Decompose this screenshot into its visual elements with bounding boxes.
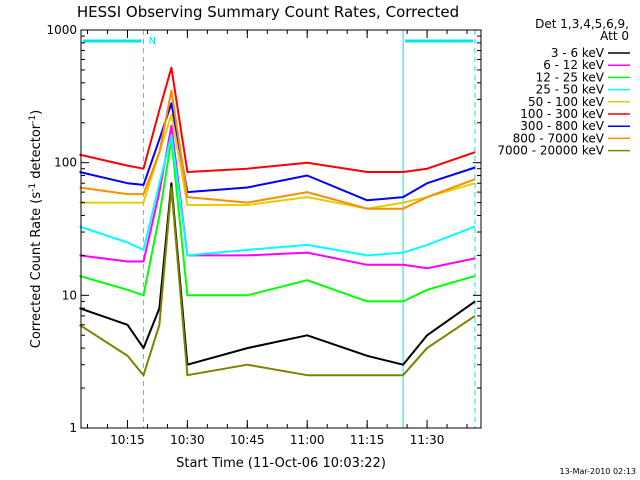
series-line-4 [79,113,476,210]
series-line-5 [79,66,476,173]
legend-label-5: 100 - 300 keV [520,107,604,121]
y-tick-label-1: 10 [62,288,77,302]
date-stamp: 13-Mar-2010 02:13 [560,467,637,476]
legend-label-2: 12 - 25 keV [536,70,605,84]
x-axis-label: Start Time (11-Oct-06 10:03:22) [176,456,386,471]
legend-label-1: 6 - 12 keV [543,58,605,72]
legend-label-4: 50 - 100 keV [528,95,605,109]
x-tick-label-0: 10:15 [110,433,145,447]
x-tick-label-5: 11:30 [410,433,445,447]
legend-label-6: 300 - 800 keV [520,119,604,133]
legend-label-0: 3 - 6 keV [551,46,605,60]
series-line-7 [79,89,476,210]
x-tick-label-3: 11:00 [290,433,325,447]
series-line-1 [79,124,476,270]
x-tick-label-2: 10:45 [230,433,265,447]
annotation-0: N [148,36,155,47]
data-series [78,66,476,377]
axes: 1 10 100 1000 10:15 10:30 10:45 11:00 11:15 11:30 [46,23,481,447]
series-line-6 [79,102,476,202]
x-tick-label-1: 10:30 [170,433,205,447]
series-line-2 [79,138,476,303]
night-markers: N [80,30,476,428]
y-tick-label-2: 100 [54,156,77,170]
series-line-0 [79,182,476,366]
series-line-8 [78,186,476,377]
y-axis-label: Corrected Count Rate (s-1 detector-1) [28,110,44,348]
legend-label-8: 7000 - 20000 keV [497,144,604,158]
legend-label-3: 25 - 50 keV [536,83,605,97]
y-tick-label-3: 1000 [46,23,77,37]
x-tick-label-4: 11:15 [350,433,385,447]
plot-frame [80,29,482,429]
series-line-3 [79,134,476,257]
y-tick-label-0: 1 [69,421,77,435]
legend-label-7: 800 - 7000 keV [513,131,605,145]
legend-title-line2: Att 0 [600,29,629,43]
chart-title: HESSI Observing Summary Count Rates, Cor… [77,3,459,21]
legend-title-line1: Det 1,3,4,5,6,9, [535,17,629,31]
